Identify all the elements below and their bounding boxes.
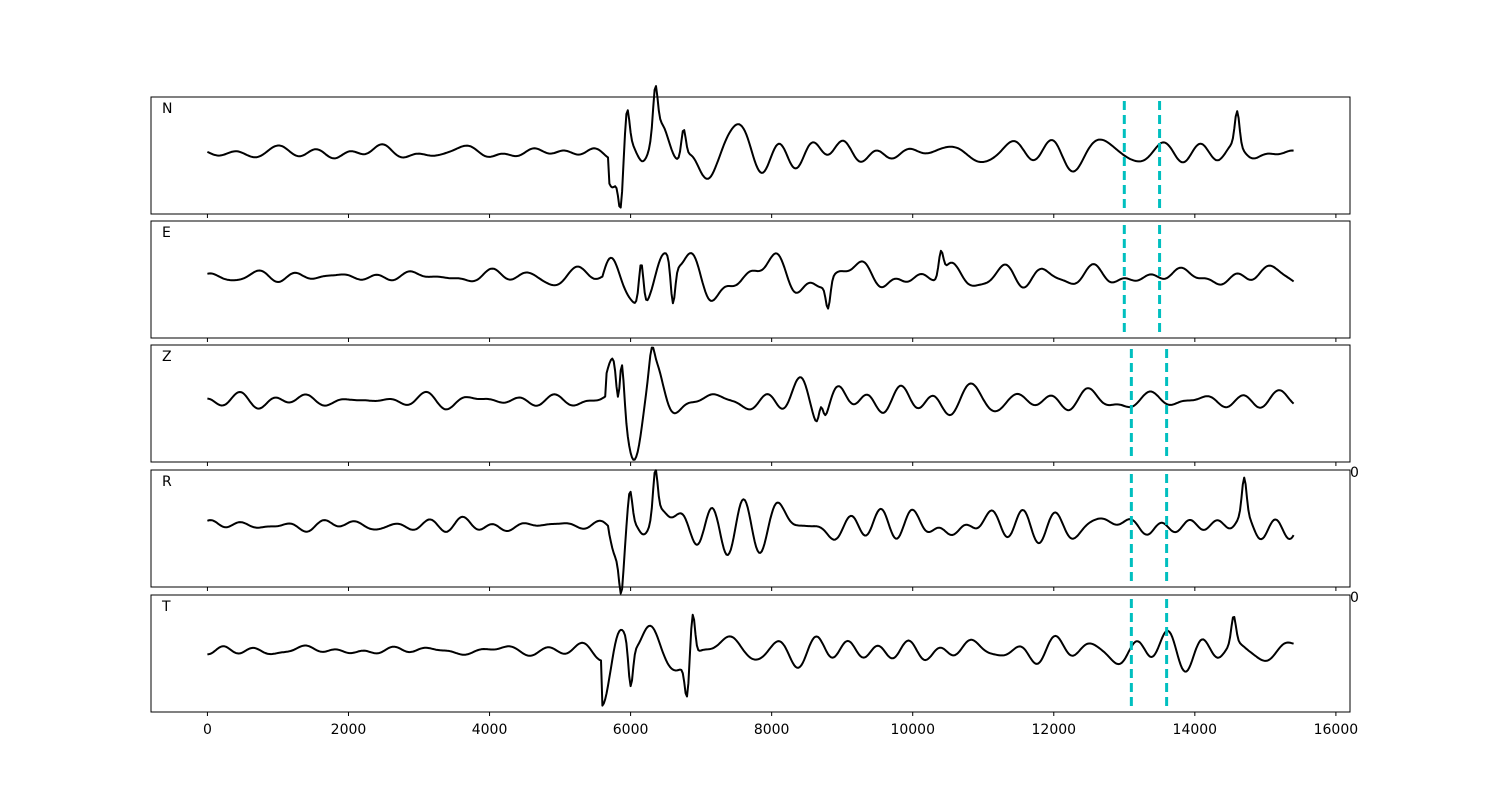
axes-frame-r xyxy=(150,469,1351,588)
x-tick-label: 14000 xyxy=(1173,722,1218,738)
x-tick-label: 6000 xyxy=(613,722,649,738)
axes-frame-n xyxy=(150,96,1351,215)
panel-label-t: T xyxy=(161,599,171,615)
x-tick-label: 4000 xyxy=(472,722,508,738)
axes-frame-t xyxy=(150,594,1351,713)
x-tick-label: 0 xyxy=(203,722,212,738)
trace-r xyxy=(207,469,1295,595)
x-tick-label: 2000 xyxy=(331,722,367,738)
panel-label-r: R xyxy=(162,474,172,490)
overlap-tick-label: 0 xyxy=(1350,590,1359,606)
panel-label-e: E xyxy=(162,225,171,241)
x-tick-label: 12000 xyxy=(1032,722,1077,738)
panel-t: T xyxy=(150,594,1351,716)
trace-t xyxy=(207,613,1294,707)
overlap-tick-label: 0 xyxy=(1350,465,1359,481)
panel-label-n: N xyxy=(162,101,172,117)
axes-frame-z xyxy=(150,344,1351,463)
trace-n xyxy=(207,85,1294,209)
axes-frame-e xyxy=(150,220,1351,339)
panel-e: E xyxy=(150,220,1351,342)
panel-n: N xyxy=(150,85,1351,218)
panel-z: Z xyxy=(150,344,1351,466)
trace-e xyxy=(207,249,1295,310)
x-tick-label: 8000 xyxy=(754,722,790,738)
panel-label-z: Z xyxy=(162,349,172,365)
trace-z xyxy=(207,346,1295,461)
panel-r: R xyxy=(150,469,1351,595)
x-tick-label: 10000 xyxy=(890,722,935,738)
x-tick-label: 16000 xyxy=(1314,722,1359,738)
